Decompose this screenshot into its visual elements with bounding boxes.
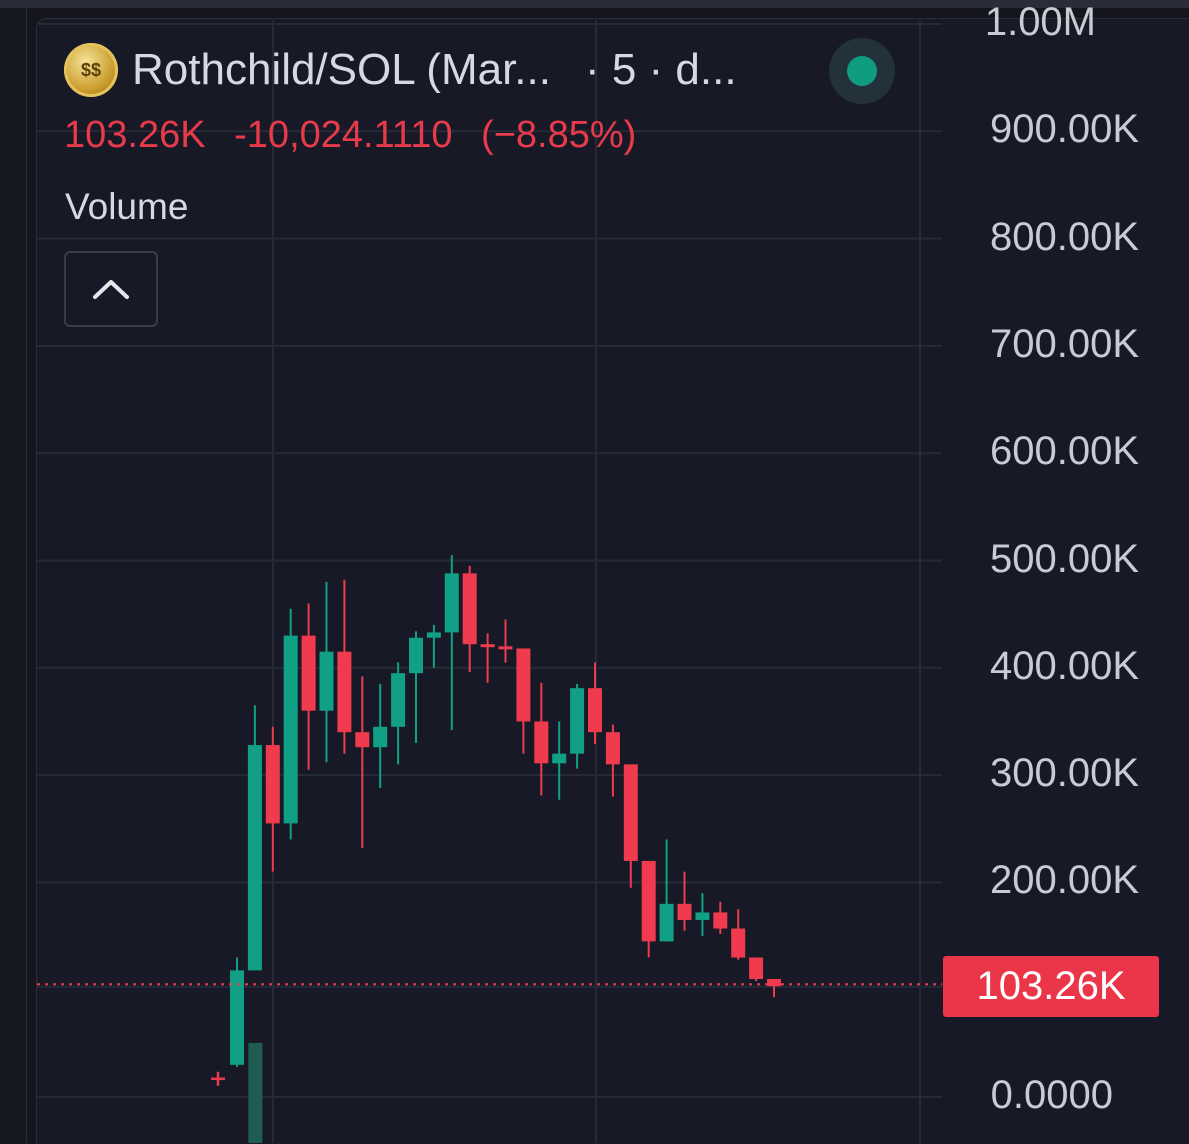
candle-body xyxy=(767,978,781,987)
candle-body xyxy=(623,764,638,861)
candle-body xyxy=(480,644,495,648)
candle-body xyxy=(749,957,764,979)
candle-body xyxy=(695,912,710,920)
candle-body xyxy=(659,903,674,942)
collapse-button[interactable] xyxy=(64,251,158,327)
last-price: 103.26K xyxy=(64,114,206,156)
live-status-indicator[interactable] xyxy=(829,38,895,104)
price-change-percent: (−8.85%) xyxy=(481,114,637,156)
candle-body xyxy=(426,632,441,638)
symbol-interval[interactable]: · 5 · d... xyxy=(584,45,737,94)
y-tick-label: 1.00M xyxy=(984,0,1096,44)
candle-body xyxy=(391,673,406,727)
candle-body xyxy=(301,635,316,711)
chevron-up-icon xyxy=(93,280,129,299)
last-price-tag: 103.26K xyxy=(943,956,1159,1017)
candle-body xyxy=(230,970,244,1065)
y-tick-label: 800.00K xyxy=(989,214,1139,259)
y-tick-label: 300.00K xyxy=(989,751,1139,796)
price-row: 103.26K -10,024.1110 (−8.85%) xyxy=(64,114,654,157)
y-tick-label: 400.00K xyxy=(989,643,1139,688)
candle-body xyxy=(409,637,423,674)
candle-body xyxy=(570,688,585,754)
left-panel-edge xyxy=(0,8,27,1143)
y-tick-label: 700.00K xyxy=(989,321,1139,366)
candle-body xyxy=(337,651,352,733)
candle-body xyxy=(319,651,334,711)
candle-body xyxy=(713,912,728,929)
status-dot-icon xyxy=(847,56,877,86)
candle-body xyxy=(552,753,567,764)
top-bar xyxy=(0,0,1189,8)
candle-body xyxy=(588,688,602,733)
candle-body xyxy=(373,726,388,748)
rothchild-coin-icon: $$ xyxy=(64,43,118,97)
volume-bar xyxy=(248,1043,263,1143)
y-tick-label: 200.00K xyxy=(989,858,1139,903)
y-tick-label: 600.00K xyxy=(989,429,1139,474)
candle-body xyxy=(516,648,531,722)
y-tick-label: 0.0000 xyxy=(990,1073,1113,1117)
symbol-legend[interactable]: $$ Rothchild/SOL (Mar... · 5 · d... xyxy=(64,38,737,102)
price-change: -10,024.1110 xyxy=(234,114,453,156)
candle-body xyxy=(498,646,513,650)
candle-body xyxy=(355,732,370,748)
symbol-title[interactable]: Rothchild/SOL (Mar... xyxy=(132,45,551,94)
candle-body xyxy=(641,860,656,942)
volume-study-label[interactable]: Volume xyxy=(65,186,189,227)
candle-body xyxy=(731,928,746,958)
candle-body xyxy=(283,635,298,824)
candle-body xyxy=(605,732,620,765)
candle-body xyxy=(444,573,459,633)
candle-body xyxy=(247,745,262,971)
y-tick-label: 900.00K xyxy=(989,107,1139,152)
candle-body xyxy=(534,721,549,764)
candle-body xyxy=(462,573,477,645)
candle-body xyxy=(265,745,280,824)
candle-body xyxy=(677,903,692,920)
y-tick-label: 500.00K xyxy=(989,536,1139,581)
